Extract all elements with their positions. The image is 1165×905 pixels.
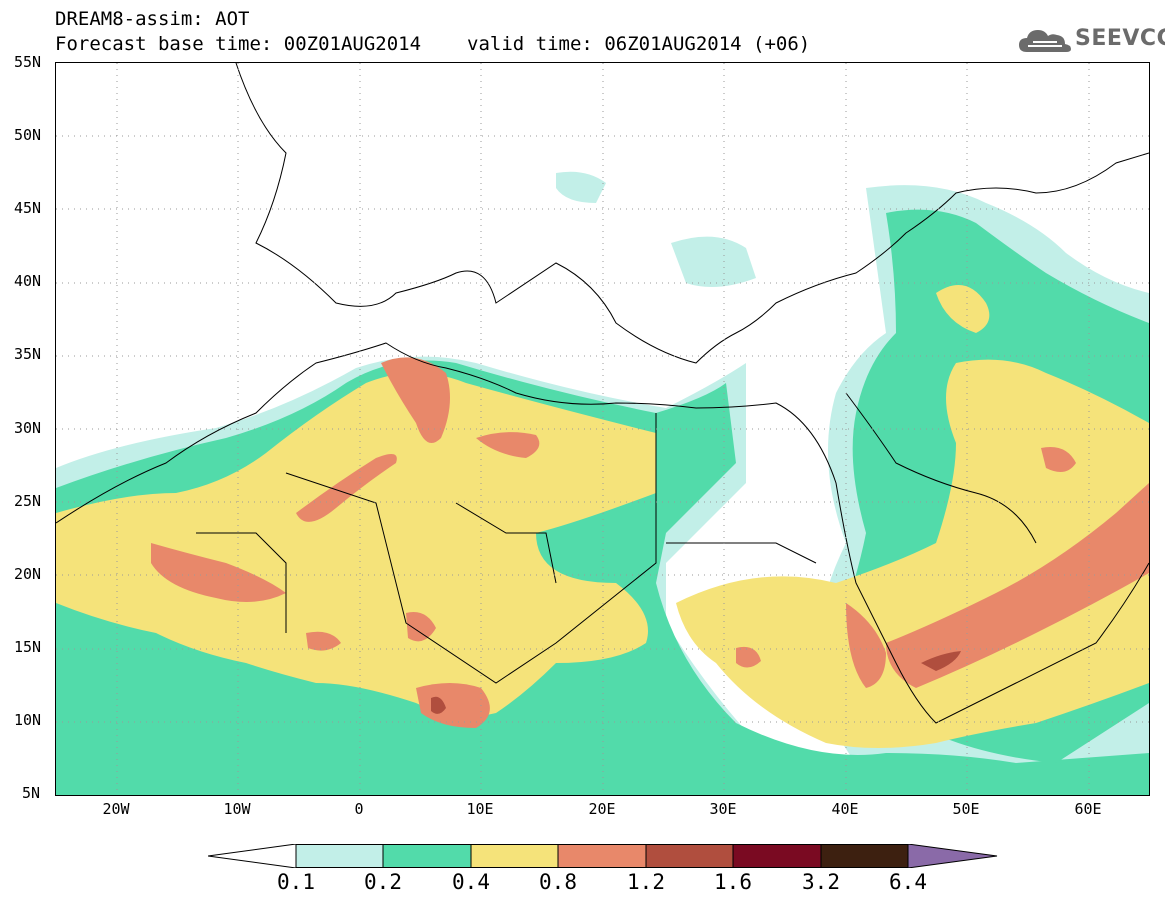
colorbar-label: 0.8: [539, 870, 577, 894]
colorbar-label: 0.1: [277, 870, 315, 894]
colorbar-label: 6.4: [889, 870, 927, 894]
colorbar-swatches: [207, 843, 998, 869]
lon-label: 0: [354, 800, 364, 818]
lat-label: 15N: [14, 638, 42, 656]
colorbar-swatch: [820, 844, 909, 868]
colorbar-label: 1.2: [627, 870, 665, 894]
lat-label: 45N: [14, 199, 42, 217]
lon-label: 60E: [1074, 800, 1102, 818]
lon-label: 40E: [831, 800, 859, 818]
valid-time: valid time: 06Z01AUG2014 (+06): [467, 33, 811, 55]
colorbar-swatch: [207, 843, 297, 869]
lat-label: 20N: [14, 565, 42, 583]
lat-label: 10N: [14, 711, 42, 729]
base-time: Forecast base time: 00Z01AUG2014: [55, 33, 422, 55]
map-canvas: [56, 63, 1149, 795]
lat-label: 55N: [14, 53, 42, 71]
colorbar-label: 3.2: [802, 870, 840, 894]
lon-label: 50E: [952, 800, 980, 818]
lon-label: 20W: [102, 800, 130, 818]
colorbar-swatch: [382, 844, 472, 868]
colorbar: [207, 843, 998, 869]
lat-label: 50N: [14, 126, 42, 144]
colorbar-swatch: [907, 843, 998, 869]
colorbar-swatch: [470, 844, 559, 868]
aot-band-0.8: [151, 357, 1149, 728]
map-title: DREAM8-assim: AOT: [55, 8, 250, 30]
lon-label: 30E: [709, 800, 737, 818]
lat-label: 30N: [14, 419, 42, 437]
lon-label: 10W: [223, 800, 251, 818]
colorbar-swatch: [557, 844, 647, 868]
cloud-icon: [1019, 30, 1071, 52]
colorbar-label: 0.4: [452, 870, 490, 894]
colorbar-swatch: [295, 844, 384, 868]
lat-label: 5N: [22, 784, 41, 802]
lon-label: 20E: [588, 800, 616, 818]
aot-band-0.4: [56, 285, 1149, 748]
colorbar-label: 0.2: [364, 870, 402, 894]
lat-label: 25N: [14, 492, 42, 510]
aot-map: [55, 62, 1150, 796]
seevccc-logo: SEEVCCC: [1017, 24, 1165, 56]
grid-lines: [56, 63, 1149, 795]
colorbar-swatch: [645, 844, 734, 868]
coastlines: [56, 63, 1149, 724]
lat-label: 40N: [14, 272, 42, 290]
colorbar-label: 1.6: [714, 870, 752, 894]
logo-text: SEEVCCC: [1075, 26, 1165, 51]
aot-band-1.2: [431, 651, 961, 714]
lat-label: 35N: [14, 345, 42, 363]
time-info: Forecast base time: 00Z01AUG2014 valid ti…: [55, 33, 810, 55]
colorbar-swatch: [732, 844, 822, 868]
lon-label: 10E: [466, 800, 494, 818]
